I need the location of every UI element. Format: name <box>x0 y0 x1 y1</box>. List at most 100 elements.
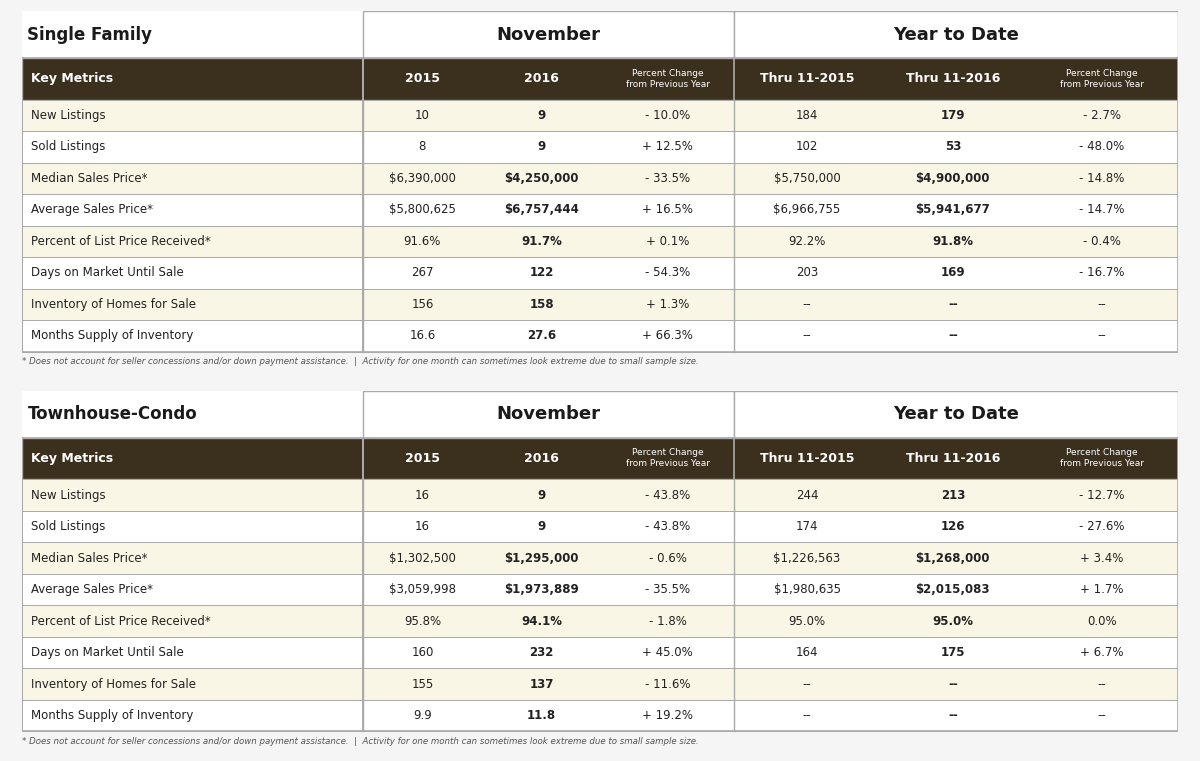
Text: New Listings: New Listings <box>31 109 106 122</box>
Text: + 3.4%: + 3.4% <box>1080 552 1123 565</box>
Text: - 14.8%: - 14.8% <box>1079 172 1124 185</box>
Text: Percent of List Price Received*: Percent of List Price Received* <box>31 235 211 248</box>
Text: $2,015,083: $2,015,083 <box>916 583 990 596</box>
Text: 267: 267 <box>412 266 433 279</box>
Text: 175: 175 <box>941 646 965 659</box>
Text: $1,302,500: $1,302,500 <box>389 552 456 565</box>
Text: $1,295,000: $1,295,000 <box>504 552 578 565</box>
Text: + 19.2%: + 19.2% <box>642 709 694 722</box>
Text: Average Sales Price*: Average Sales Price* <box>31 583 152 596</box>
Text: * Does not account for seller concessions and/or down payment assistance.  |  Ac: * Does not account for seller concession… <box>22 737 698 747</box>
Text: Median Sales Price*: Median Sales Price* <box>31 172 148 185</box>
Text: 16: 16 <box>415 489 430 501</box>
Text: $4,250,000: $4,250,000 <box>504 172 578 185</box>
Text: $5,750,000: $5,750,000 <box>774 172 840 185</box>
Text: - 0.4%: - 0.4% <box>1084 235 1121 248</box>
Text: Sold Listings: Sold Listings <box>31 520 106 533</box>
Text: 9: 9 <box>538 520 546 533</box>
Text: Percent of List Price Received*: Percent of List Price Received* <box>31 615 211 628</box>
Text: --: -- <box>803 330 811 342</box>
Text: 95.0%: 95.0% <box>932 615 973 628</box>
Text: Thru 11-2016: Thru 11-2016 <box>906 452 1000 465</box>
Bar <box>734 11 1178 58</box>
Text: Percent Change
from Previous Year: Percent Change from Previous Year <box>1060 448 1144 469</box>
Bar <box>22 288 1178 320</box>
Text: 9: 9 <box>538 489 546 501</box>
Text: 91.6%: 91.6% <box>403 235 442 248</box>
Text: New Listings: New Listings <box>31 489 106 501</box>
Text: - 16.7%: - 16.7% <box>1079 266 1124 279</box>
Bar <box>22 225 1178 257</box>
Text: $4,900,000: $4,900,000 <box>916 172 990 185</box>
Text: 10: 10 <box>415 109 430 122</box>
Text: 16.6: 16.6 <box>409 330 436 342</box>
Text: 0.0%: 0.0% <box>1087 615 1117 628</box>
Text: - 43.8%: - 43.8% <box>646 489 690 501</box>
Text: Inventory of Homes for Sale: Inventory of Homes for Sale <box>31 678 196 691</box>
Text: 203: 203 <box>796 266 818 279</box>
Text: Single Family: Single Family <box>28 26 152 43</box>
Text: Thru 11-2015: Thru 11-2015 <box>760 452 854 465</box>
Text: Months Supply of Inventory: Months Supply of Inventory <box>31 709 193 722</box>
Text: $1,226,563: $1,226,563 <box>774 552 841 565</box>
Text: 156: 156 <box>412 298 433 311</box>
Text: --: -- <box>1098 298 1106 311</box>
Text: 8: 8 <box>419 140 426 153</box>
Bar <box>22 320 1178 352</box>
Text: 11.8: 11.8 <box>527 709 556 722</box>
Text: + 45.0%: + 45.0% <box>642 646 694 659</box>
Text: November: November <box>497 406 600 423</box>
Text: 213: 213 <box>941 489 965 501</box>
Text: --: -- <box>803 678 811 691</box>
Text: + 6.7%: + 6.7% <box>1080 646 1124 659</box>
Bar <box>22 257 1178 288</box>
Text: --: -- <box>1098 678 1106 691</box>
Bar <box>22 668 1178 700</box>
Text: - 54.3%: - 54.3% <box>646 266 690 279</box>
Bar <box>22 58 362 352</box>
Text: $5,941,677: $5,941,677 <box>916 203 990 216</box>
Text: $6,757,444: $6,757,444 <box>504 203 580 216</box>
Text: - 11.6%: - 11.6% <box>644 678 690 691</box>
Text: $6,390,000: $6,390,000 <box>389 172 456 185</box>
Text: 158: 158 <box>529 298 554 311</box>
Text: $3,059,998: $3,059,998 <box>389 583 456 596</box>
Text: + 16.5%: + 16.5% <box>642 203 694 216</box>
Text: Percent Change
from Previous Year: Percent Change from Previous Year <box>625 448 709 469</box>
Text: - 10.0%: - 10.0% <box>646 109 690 122</box>
Text: --: -- <box>803 709 811 722</box>
Text: 179: 179 <box>941 109 965 122</box>
Text: --: -- <box>948 330 958 342</box>
Text: November: November <box>497 26 600 43</box>
Text: --: -- <box>803 298 811 311</box>
Text: 53: 53 <box>944 140 961 153</box>
Bar <box>22 131 1178 163</box>
Text: 169: 169 <box>941 266 965 279</box>
Text: --: -- <box>948 709 958 722</box>
Text: $1,980,635: $1,980,635 <box>774 583 840 596</box>
Bar <box>22 11 362 58</box>
Text: --: -- <box>948 678 958 691</box>
Text: Days on Market Until Sale: Days on Market Until Sale <box>31 646 184 659</box>
Text: Year to Date: Year to Date <box>893 406 1019 423</box>
Text: + 12.5%: + 12.5% <box>642 140 694 153</box>
Text: + 1.3%: + 1.3% <box>646 298 689 311</box>
Text: Inventory of Homes for Sale: Inventory of Homes for Sale <box>31 298 196 311</box>
Text: 174: 174 <box>796 520 818 533</box>
Text: 2016: 2016 <box>524 452 559 465</box>
Text: 94.1%: 94.1% <box>521 615 562 628</box>
Text: 9.9: 9.9 <box>413 709 432 722</box>
Text: $6,966,755: $6,966,755 <box>774 203 841 216</box>
Bar <box>22 605 1178 637</box>
Text: Percent Change
from Previous Year: Percent Change from Previous Year <box>625 68 709 89</box>
Text: - 48.0%: - 48.0% <box>1080 140 1124 153</box>
Bar <box>362 438 1178 731</box>
Bar <box>734 391 1178 438</box>
Bar <box>22 58 1178 100</box>
Text: 91.8%: 91.8% <box>932 235 973 248</box>
Text: 95.0%: 95.0% <box>788 615 826 628</box>
Bar <box>22 438 362 731</box>
Text: Average Sales Price*: Average Sales Price* <box>31 203 152 216</box>
Text: 9: 9 <box>538 109 546 122</box>
Bar <box>22 391 362 438</box>
